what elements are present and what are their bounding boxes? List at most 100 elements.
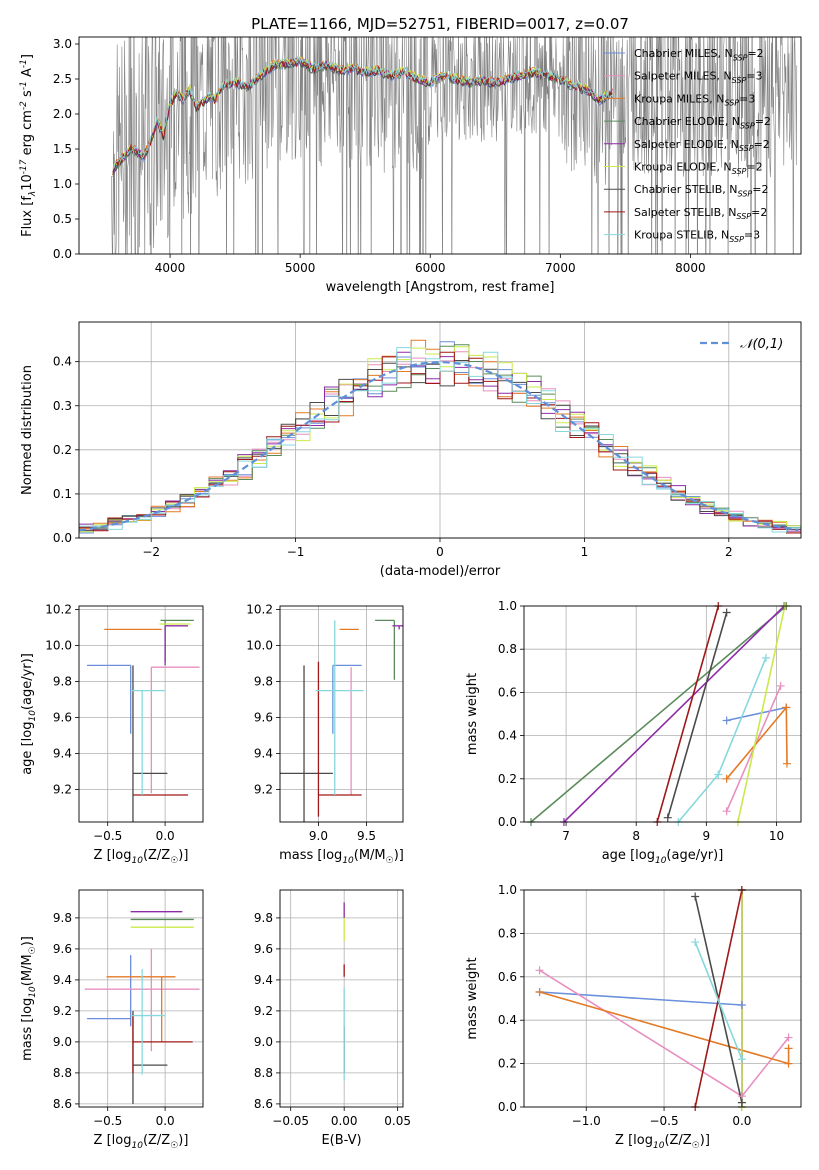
mass-weight-line-salpeter_elodie xyxy=(563,606,785,822)
mass-weight-marker-kroupa_miles xyxy=(784,1044,793,1053)
y-axis-label: mass [log10​(M/M☉​)] xyxy=(20,936,38,1061)
legend: 𝒩(0,1) xyxy=(700,337,783,352)
legend-entry-salpeter_stelib: Salpeter STELIB, NSSP​=2 xyxy=(634,206,767,221)
y-tick-label: 0.2 xyxy=(498,1057,517,1071)
y-tick-label: 0.4 xyxy=(498,1013,517,1027)
y-tick-label: 0.4 xyxy=(53,355,72,369)
x-tick-label: 4000 xyxy=(155,261,186,275)
x-tick-label: 0 xyxy=(436,545,444,559)
plot-area xyxy=(280,619,403,822)
x-tick-label: −1 xyxy=(287,545,305,559)
plot-area xyxy=(111,37,798,254)
errorbar-chabrier_elodie xyxy=(375,619,396,680)
mass-weight-line-chabrier_miles xyxy=(726,706,787,722)
mass-weight-marker-kroupa_stelib xyxy=(737,1055,746,1064)
x-axis-label: age [log10​(age/yr)] xyxy=(602,848,724,866)
y-tick-label: 9.2 xyxy=(254,1004,273,1018)
errorbar-salpeter_miles xyxy=(150,666,200,794)
x-tick-label: 0.0 xyxy=(732,1114,751,1128)
normal-distribution-curve xyxy=(79,360,799,532)
y-tick-label: 9.2 xyxy=(53,1004,72,1018)
y-tick-label: 1.0 xyxy=(53,177,72,191)
y-tick-label: 9.6 xyxy=(254,942,273,956)
y-axis-label: age [log10​(age/yr)] xyxy=(20,653,38,775)
x-axis-label: wavelength [Angstrom, rest frame] xyxy=(326,280,555,295)
axes-frame xyxy=(279,889,404,1108)
x-tick-label: 6000 xyxy=(415,261,446,275)
plot-area xyxy=(87,619,200,822)
residual-histogram-kroupa_stelib xyxy=(79,347,801,533)
y-tick-label: 0.4 xyxy=(498,729,517,743)
mass-weight-marker-kroupa_miles xyxy=(782,759,791,768)
y-tick-label: 0.8 xyxy=(498,642,517,656)
x-tick-label: 5000 xyxy=(285,261,316,275)
y-axis-label: mass weight xyxy=(465,673,480,755)
legend-entry-kroupa_miles: Kroupa MILES, NSSP​=3 xyxy=(634,92,755,107)
mass-weight-marker-chabrier_miles xyxy=(737,1001,746,1010)
y-tick-label: 9.4 xyxy=(53,747,72,761)
mass-weight-marker-chabrier_stelib xyxy=(722,608,731,617)
y-tick-label: 2.5 xyxy=(53,72,72,86)
y-tick-label: 9.2 xyxy=(254,783,273,797)
legend-entry-kroupa_elodie: Kroupa ELODIE, NSSP​=2 xyxy=(634,161,763,176)
x-tick-label: −0.5 xyxy=(649,1114,678,1128)
y-tick-label: 1.0 xyxy=(498,883,517,897)
errorbar-kroupa_stelib xyxy=(130,969,166,1075)
x-tick-label: 1 xyxy=(581,545,589,559)
y-tick-label: 0.3 xyxy=(53,399,72,413)
errorbar-salpeter_stelib xyxy=(317,661,362,817)
mass-weight-marker-salpeter_miles xyxy=(722,807,731,816)
figure-title: PLATE=1166, MJD=52751, FIBERID=0017, z=0… xyxy=(251,15,629,33)
x-tick-label: 0.00 xyxy=(331,1114,358,1128)
errorbar-chabrier_miles xyxy=(332,664,362,734)
mass-weight-line-chabrier_stelib xyxy=(667,612,728,818)
mass-weight-marker-kroupa_stelib xyxy=(714,770,723,779)
x-tick-label: 8000 xyxy=(675,261,706,275)
mass-weight-line-kroupa_stelib xyxy=(677,657,767,822)
mass-weight-marker-kroupa_stelib xyxy=(691,938,700,947)
y-tick-label: 9.8 xyxy=(53,675,72,689)
y-axis-label: mass weight xyxy=(465,957,480,1039)
y-tick-label: 0.0 xyxy=(498,815,517,829)
y-tick-label: 0.5 xyxy=(53,212,72,226)
y-tick-label: 8.6 xyxy=(53,1097,72,1111)
legend: Chabrier MILES, NSSP​=2 Salpeter MILES, N… xyxy=(604,47,771,244)
plot-area xyxy=(79,339,801,534)
y-tick-label: 8.8 xyxy=(53,1066,72,1080)
y-tick-label: 3.0 xyxy=(53,37,72,51)
x-axis-label: mass [log10​(M/M☉​)] xyxy=(279,848,404,866)
y-tick-label: 0.8 xyxy=(498,926,517,940)
errorbar-kroupa_stelib xyxy=(315,620,364,795)
x-tick-label: 0.05 xyxy=(384,1114,411,1128)
axes-frame xyxy=(78,321,802,539)
y-axis-label: Normed distribution xyxy=(20,365,35,495)
y-tick-label: 9.0 xyxy=(254,1035,273,1049)
errorbar-salpeter_stelib xyxy=(132,1014,193,1073)
y-tick-label: 0.1 xyxy=(53,487,72,501)
errorbar-salpeter_elodie xyxy=(164,625,189,666)
x-tick-label: 8 xyxy=(632,829,640,843)
x-tick-label: −0.5 xyxy=(93,829,122,843)
legend-entry-salpeter_elodie: Salpeter ELODIE, NSSP​=2 xyxy=(634,138,770,153)
x-tick-label: 10 xyxy=(769,829,784,843)
mass-weight-marker-chabrier_stelib xyxy=(663,813,672,822)
y-tick-label: 9.6 xyxy=(53,711,72,725)
x-tick-label: 9 xyxy=(703,829,711,843)
legend-entry-chabrier_elodie: Chabrier ELODIE, NSSP​=2 xyxy=(634,115,771,130)
y-tick-label: 1.0 xyxy=(498,599,517,613)
mass-weight-line-salpeter_stelib xyxy=(656,606,720,822)
y-tick-label: 9.2 xyxy=(53,783,72,797)
y-tick-label: 0.0 xyxy=(498,1100,517,1114)
mass-weight-line-kroupa_stelib xyxy=(694,941,743,1060)
x-tick-label: −1.0 xyxy=(572,1114,601,1128)
y-tick-label: 8.8 xyxy=(254,1066,273,1080)
x-tick-label: 9.0 xyxy=(309,829,328,843)
mass-weight-marker-kroupa_miles xyxy=(782,703,791,712)
x-axis-label: Z [log10​(Z/Z☉​)] xyxy=(94,1133,189,1151)
x-axis-label: (data-model)/error xyxy=(380,564,501,579)
panel-spectrum: 4000 5000 6000 7000 8000 0.0 0.5 1.0 1.5 2.0 2.5 3.… xyxy=(19,36,802,295)
mass-weight-marker-kroupa_miles xyxy=(722,774,731,783)
x-tick-label: −0.5 xyxy=(93,1114,122,1128)
errorbar-kroupa_miles xyxy=(106,976,176,1042)
legend-entry-chabrier_miles: Chabrier MILES, NSSP​=2 xyxy=(634,47,764,62)
